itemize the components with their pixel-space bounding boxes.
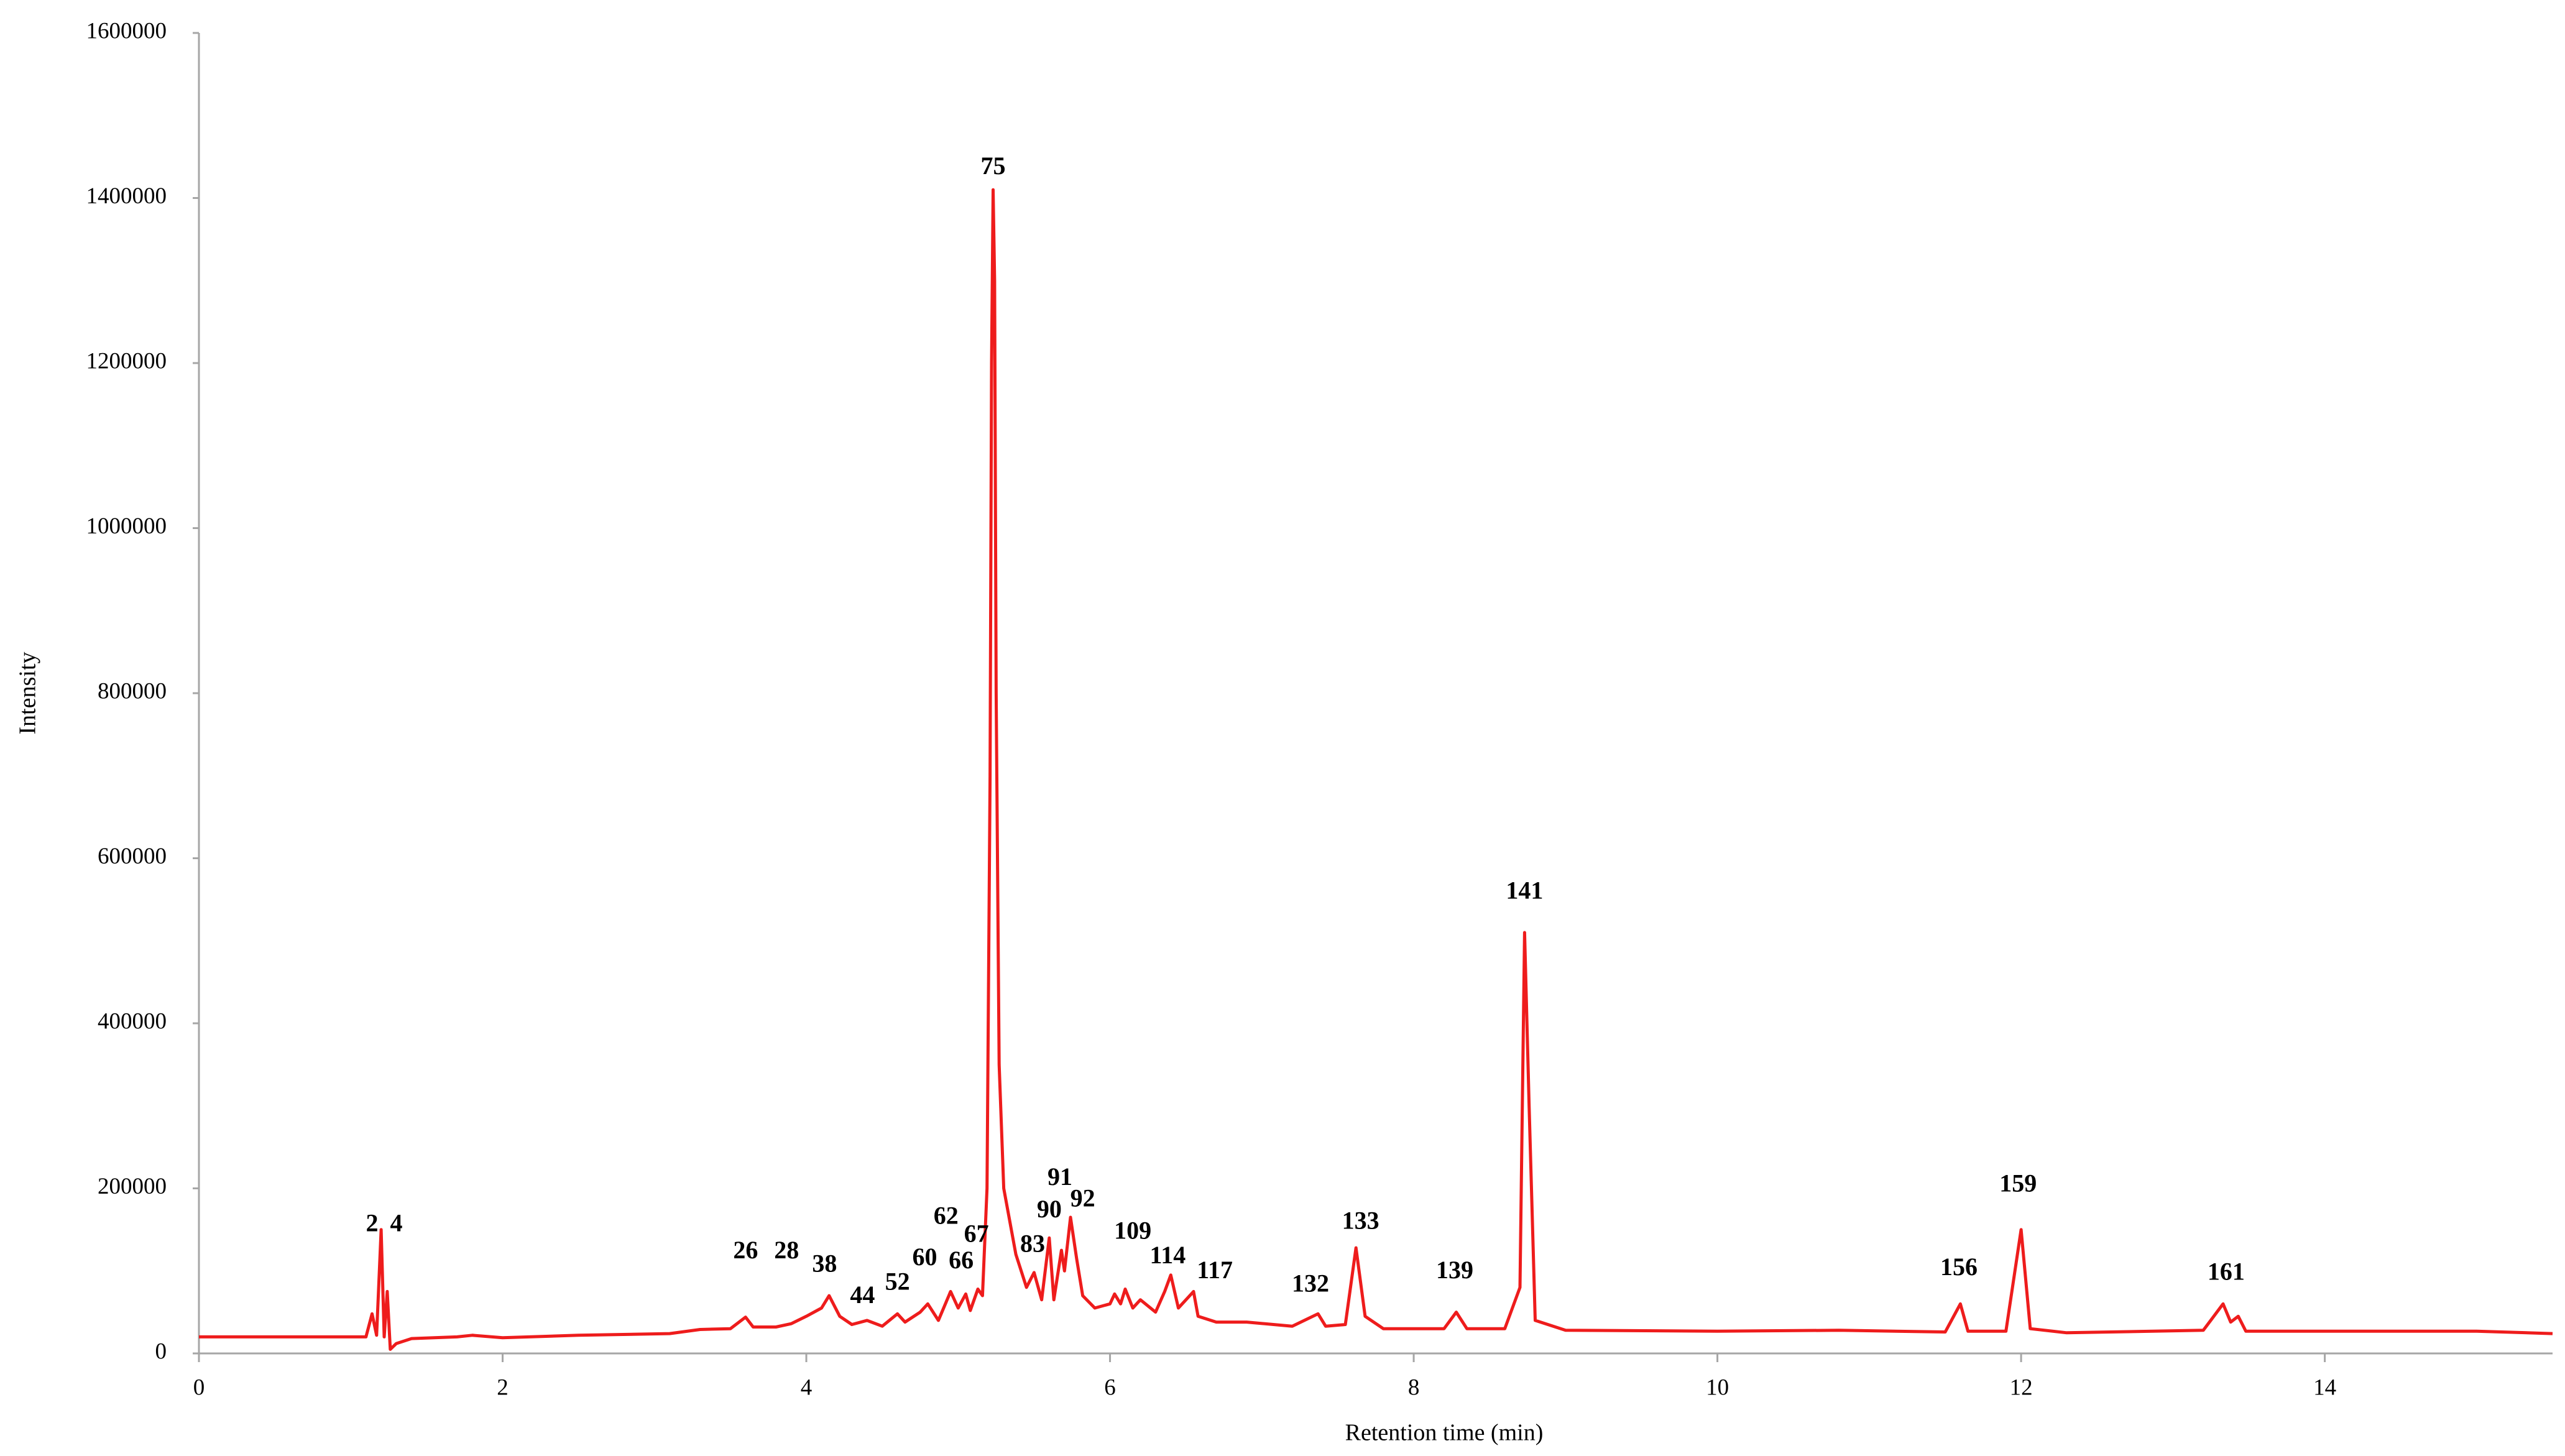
peak-label: 67 bbox=[964, 1220, 989, 1248]
x-tick-label: 14 bbox=[2313, 1375, 2336, 1400]
y-tick-label: 1000000 bbox=[86, 514, 167, 539]
peak-label: 91 bbox=[1048, 1163, 1072, 1191]
peak-label: 83 bbox=[1020, 1230, 1045, 1258]
x-tick-label: 0 bbox=[193, 1375, 205, 1400]
y-tick-label: 1600000 bbox=[86, 18, 167, 44]
x-axis-title: Retention time (min) bbox=[1345, 1420, 1544, 1446]
peak-label: 109 bbox=[1114, 1216, 1151, 1244]
peak-label: 159 bbox=[1999, 1169, 2037, 1197]
peak-label: 132 bbox=[1292, 1269, 1329, 1297]
peak-label: 90 bbox=[1037, 1195, 1062, 1223]
peak-label: 133 bbox=[1342, 1206, 1379, 1234]
y-tick-label: 0 bbox=[155, 1339, 167, 1364]
x-tick-label: 4 bbox=[801, 1375, 813, 1400]
peak-label: 26 bbox=[733, 1236, 758, 1264]
x-tick-label: 8 bbox=[1408, 1375, 1420, 1400]
peak-label: 60 bbox=[913, 1243, 937, 1271]
peak-label: 114 bbox=[1149, 1241, 1186, 1269]
peak-label: 66 bbox=[949, 1246, 974, 1274]
y-tick-label: 1400000 bbox=[86, 183, 167, 209]
peak-label: 4 bbox=[390, 1209, 403, 1237]
y-tick-label: 400000 bbox=[98, 1008, 167, 1034]
peak-label: 62 bbox=[934, 1201, 959, 1229]
x-tick-label: 12 bbox=[2010, 1375, 2033, 1400]
y-axis-title: Intensity bbox=[15, 652, 41, 735]
peak-label: 161 bbox=[2208, 1258, 2245, 1286]
peak-label: 2 bbox=[366, 1209, 378, 1237]
x-tick-label: 10 bbox=[1706, 1375, 1729, 1400]
peak-label: 28 bbox=[774, 1236, 799, 1264]
peak-label: 156 bbox=[1940, 1253, 1978, 1281]
peak-label: 38 bbox=[812, 1249, 837, 1277]
peak-label: 117 bbox=[1197, 1256, 1233, 1284]
peak-label: 141 bbox=[1506, 876, 1543, 904]
y-tick-label: 600000 bbox=[98, 844, 167, 869]
y-tick-label: 200000 bbox=[98, 1174, 167, 1199]
peak-label: 139 bbox=[1436, 1256, 1473, 1284]
x-tick-label: 6 bbox=[1104, 1375, 1116, 1400]
peak-label: 44 bbox=[850, 1281, 875, 1309]
peak-label: 92 bbox=[1071, 1184, 1095, 1212]
y-tick-label: 1200000 bbox=[86, 348, 167, 374]
peak-label: 75 bbox=[980, 152, 1005, 180]
y-tick-label: 800000 bbox=[98, 678, 167, 704]
peak-label: 52 bbox=[885, 1268, 910, 1296]
x-tick-label: 2 bbox=[497, 1375, 509, 1400]
line-series bbox=[199, 188, 2553, 1351]
